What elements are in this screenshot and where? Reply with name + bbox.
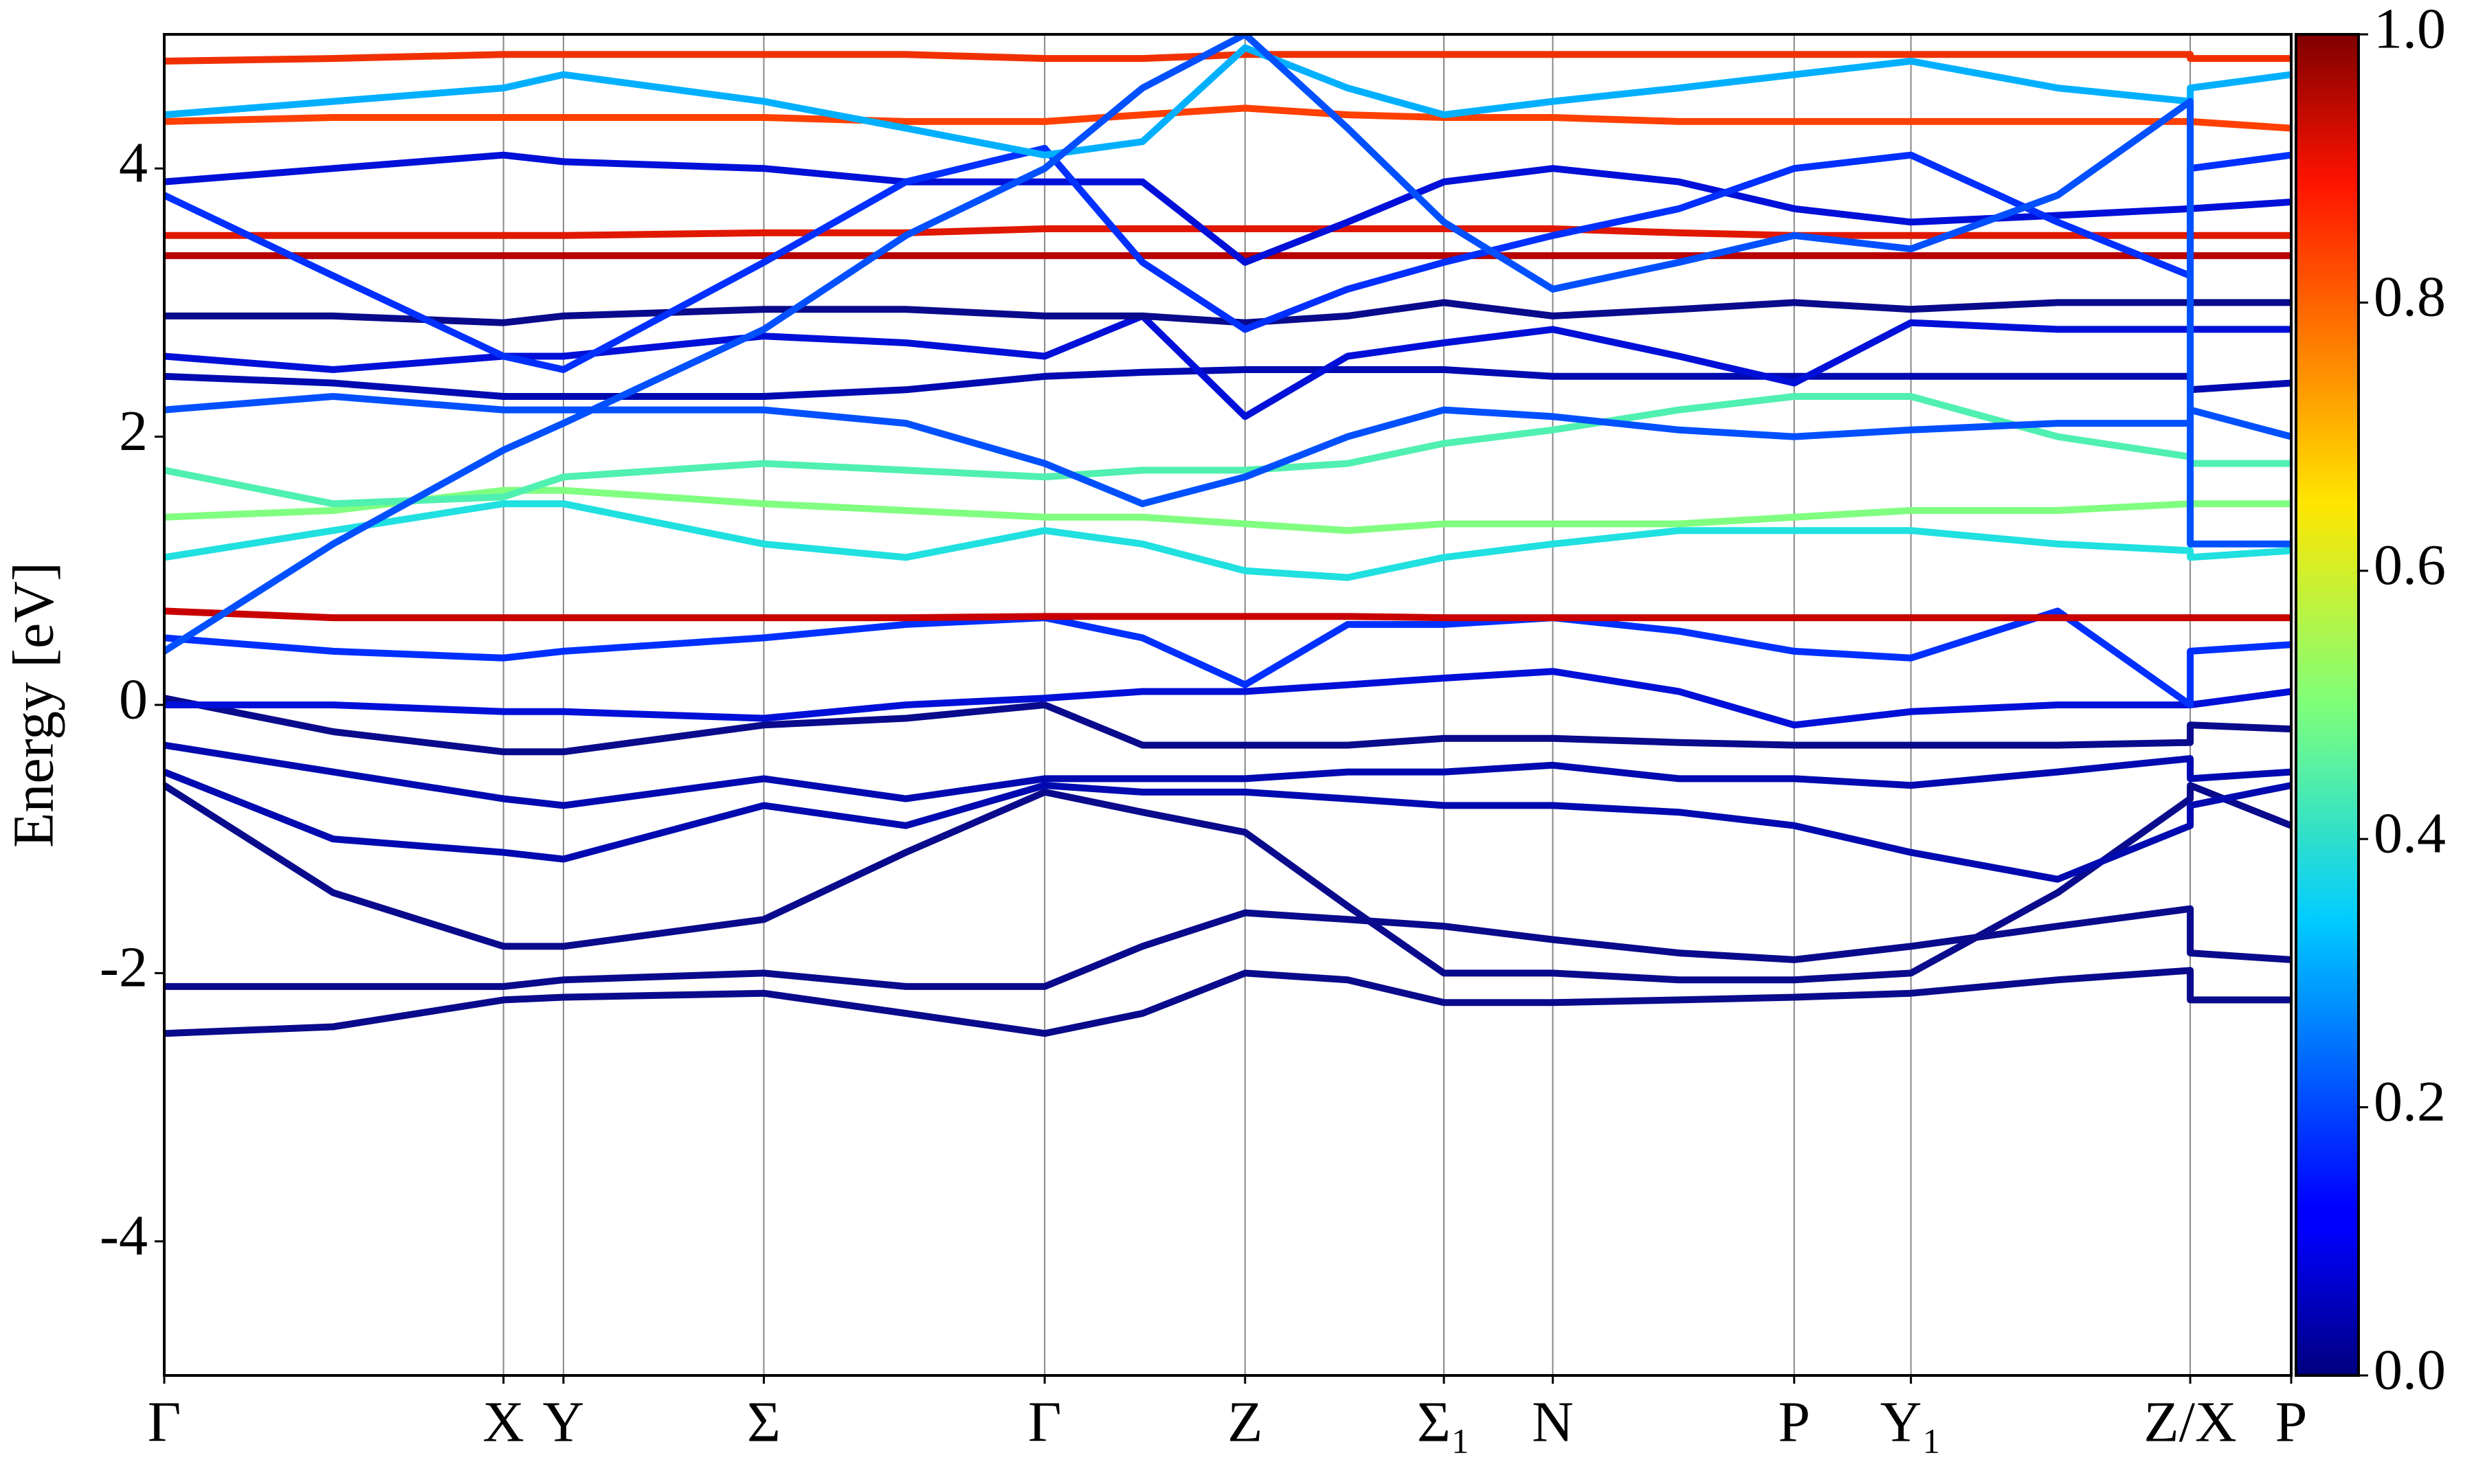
y-tick-label: -4 (100, 1204, 148, 1268)
colorbar-tick-label: 0.2 (2374, 1070, 2446, 1134)
y-tick-label: -2 (100, 936, 148, 1000)
y-axis-label: Energy [eV] (1, 562, 65, 848)
x-tick-label: Y₁ (1880, 1390, 1942, 1454)
band (164, 768, 2291, 883)
x-tick-label: Σ (747, 1390, 781, 1454)
band (164, 695, 2291, 756)
y-tick-label: 4 (119, 131, 148, 194)
band (164, 393, 2291, 508)
band (164, 607, 2291, 622)
x-tick-label: N (1532, 1390, 1574, 1454)
colorbar-tick-label: 0.0 (2374, 1338, 2446, 1402)
band (164, 607, 2291, 708)
band (164, 51, 2291, 65)
y-tick-label: 0 (119, 667, 148, 731)
band (164, 225, 2291, 239)
x-tick-label: P (1778, 1390, 1810, 1454)
x-tick-label: Σ₁ (1417, 1390, 1471, 1454)
x-tick-label: Z/X (2143, 1390, 2236, 1454)
band (164, 393, 2291, 508)
band (164, 500, 2291, 581)
band (164, 151, 2291, 266)
band (164, 44, 2291, 159)
y-tick-label: 2 (119, 399, 148, 463)
band (164, 312, 2291, 420)
x-tick-label: P (2275, 1390, 2308, 1454)
colorbar-tick-label: 1.0 (2374, 0, 2446, 60)
colorbar-tick-label: 0.6 (2374, 533, 2446, 597)
x-tick-label: Γ (148, 1390, 181, 1454)
x-tick-label: Y (543, 1390, 585, 1454)
colorbar-tick-label: 0.8 (2374, 265, 2446, 329)
colorbar-tick-label: 0.4 (2374, 801, 2446, 865)
band (164, 144, 2291, 373)
colorbar (2295, 33, 2360, 1377)
band (164, 668, 2291, 729)
band (164, 486, 2291, 535)
band (164, 299, 2291, 326)
band (164, 366, 2291, 400)
band (164, 782, 2291, 984)
band (164, 34, 2291, 655)
x-tick-label: Γ (1028, 1390, 1062, 1454)
band (164, 741, 2291, 809)
x-tick-label: X (482, 1390, 524, 1454)
band (164, 905, 2291, 990)
band (164, 967, 2291, 1037)
band (164, 104, 2291, 132)
bands (164, 34, 2291, 1037)
x-tick-label: Z (1227, 1390, 1262, 1454)
labels: Γ X Y Σ Γ Z Σ₁ N P Y₁ Z/X P -4 -2 0 2 4 0.0 0.2 0.4 0.6 0.8 1.… (100, 0, 2446, 1454)
